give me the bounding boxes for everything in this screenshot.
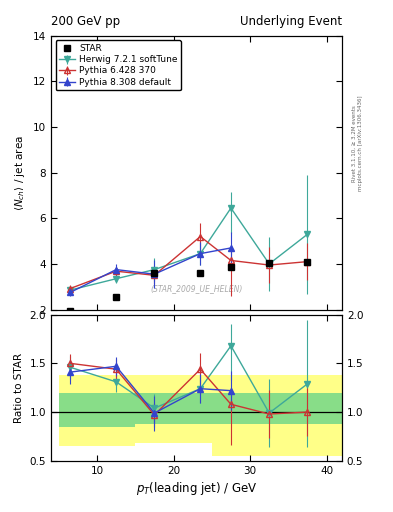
STAR [267,260,272,266]
Y-axis label: $\langle N_{ch}\rangle$ / jet area: $\langle N_{ch}\rangle$ / jet area [13,135,28,210]
STAR [114,294,119,300]
STAR [152,270,157,276]
Text: Rivet 3.1.10, ≥ 3.2M events: Rivet 3.1.10, ≥ 3.2M events [352,105,357,182]
Text: Underlying Event: Underlying Event [240,15,342,28]
Text: (STAR_2009_UE_HELEN): (STAR_2009_UE_HELEN) [150,284,243,293]
STAR [229,264,233,270]
STAR [68,308,73,314]
Y-axis label: Ratio to STAR: Ratio to STAR [14,353,24,423]
X-axis label: $p_T$(leading jet) / GeV: $p_T$(leading jet) / GeV [136,480,257,497]
STAR [198,270,203,276]
STAR [305,259,310,265]
Text: mcplots.cern.ch [arXiv:1306.3436]: mcplots.cern.ch [arXiv:1306.3436] [358,96,363,191]
Legend: STAR, Herwig 7.2.1 softTune, Pythia 6.428 370, Pythia 8.308 default: STAR, Herwig 7.2.1 softTune, Pythia 6.42… [55,40,181,90]
Text: 200 GeV pp: 200 GeV pp [51,15,120,28]
Line: STAR: STAR [67,259,310,314]
